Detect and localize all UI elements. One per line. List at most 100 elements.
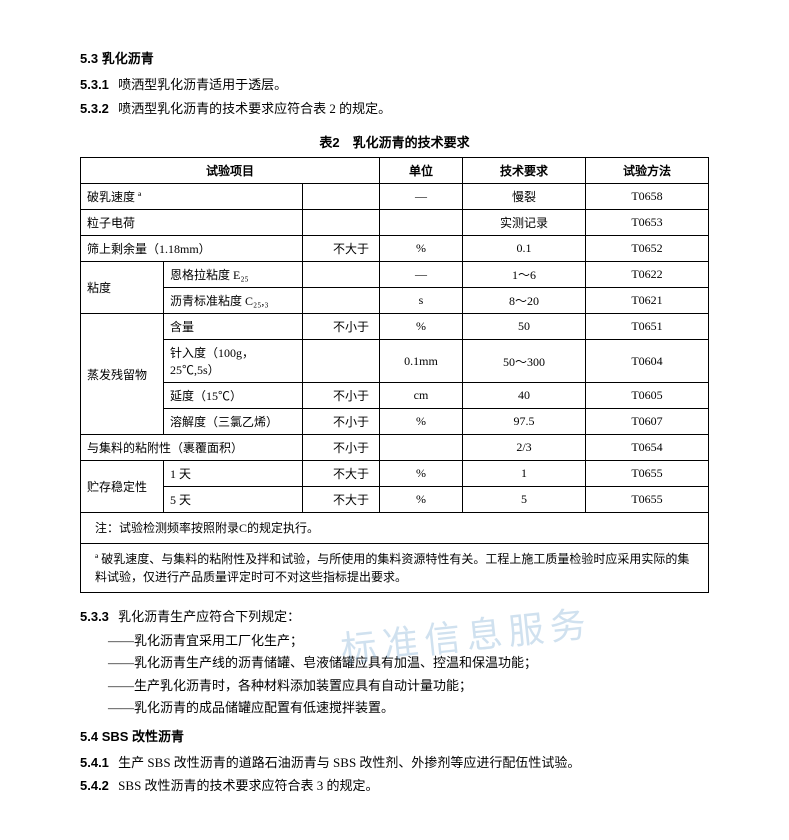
table2: 试验项目 单位 技术要求 试验方法 破乳速度 ª — 慢裂 T0658 粒子电荷… — [80, 157, 709, 593]
cell-qual: 不大于 — [303, 487, 380, 513]
section-5-3-heading: 5.3 乳化沥青 — [80, 48, 709, 67]
table-note2: ª 破乳速度、与集料的粘附性及拌和试验，与所使用的集料资源特性有关。工程上施工质… — [81, 544, 709, 593]
list-item: ——乳化沥青生产线的沥青储罐、皂液储罐应具有加温、控温和保温功能； — [108, 653, 709, 673]
clause-num: 5.3.2 — [80, 101, 109, 116]
section-title: 乳化沥青 — [102, 51, 154, 66]
col-item: 试验项目 — [81, 158, 380, 184]
cell-method: T0658 — [586, 184, 709, 210]
table-note-row: ª 破乳速度、与集料的粘附性及拌和试验，与所使用的集料资源特性有关。工程上施工质… — [81, 544, 709, 593]
clause-num: 5.4.2 — [80, 778, 109, 793]
cell-req: 慢裂 — [463, 184, 586, 210]
table-note1: 注：试验检测频率按照附录C的规定执行。 — [81, 513, 709, 544]
clause-text: SBS 改性沥青的技术要求应符合表 3 的规定。 — [118, 778, 378, 793]
table-row: 破乳速度 ª — 慢裂 T0658 — [81, 184, 709, 210]
list-item: ——生产乳化沥青时，各种材料添加装置应具有自动计量功能； — [108, 676, 709, 696]
cell-req: 97.5 — [463, 409, 586, 435]
cell-group: 粘度 — [81, 262, 164, 314]
cell-unit: % — [380, 314, 463, 340]
page-container: { "sections": { "s53": { "num": "5.3", "… — [80, 48, 709, 796]
cell-method: T0653 — [586, 210, 709, 236]
cell-req: 50 — [463, 314, 586, 340]
table-row: 粒子电荷 实测记录 T0653 — [81, 210, 709, 236]
cell-unit: cm — [380, 383, 463, 409]
para-5-3-1: 5.3.1 喷洒型乳化沥青适用于透层。 — [80, 75, 709, 95]
cell-qual: 不大于 — [303, 236, 380, 262]
cell-item: 沥青标准粘度 C₂₅,₃ — [164, 288, 303, 314]
section-num: 5.3 — [80, 51, 98, 66]
para-5-4-2: 5.4.2 SBS 改性沥青的技术要求应符合表 3 的规定。 — [80, 776, 709, 796]
cell-item: 粒子电荷 — [81, 210, 303, 236]
cell-unit: % — [380, 487, 463, 513]
cell-method: T0655 — [586, 461, 709, 487]
list-item: ——乳化沥青宜采用工厂化生产； — [108, 631, 709, 651]
section-5-4-heading: 5.4 SBS 改性沥青 — [80, 726, 709, 745]
cell-qual: 不小于 — [303, 383, 380, 409]
cell-unit — [380, 210, 463, 236]
cell-method: T0622 — [586, 262, 709, 288]
cell-item: 筛上剩余量（1.18mm） — [81, 236, 303, 262]
cell-req: 50～300 — [463, 340, 586, 383]
clause-num: 5.3.1 — [80, 77, 109, 92]
clause-text: 喷洒型乳化沥青适用于透层。 — [118, 77, 287, 92]
cell-qual: 不大于 — [303, 461, 380, 487]
cell-method: T0651 — [586, 314, 709, 340]
table-row: 与集料的粘附性（裹覆面积） 不小于 2/3 T0654 — [81, 435, 709, 461]
table-header-row: 试验项目 单位 技术要求 试验方法 — [81, 158, 709, 184]
table2-caption: 表2 乳化沥青的技术要求 — [80, 132, 709, 151]
cell-group: 蒸发残留物 — [81, 314, 164, 435]
cell-method: T0605 — [586, 383, 709, 409]
cell-unit — [380, 435, 463, 461]
para-5-4-1: 5.4.1 生产 SBS 改性沥青的道路石油沥青与 SBS 改性剂、外掺剂等应进… — [80, 753, 709, 773]
cell-item: 1 天 — [164, 461, 303, 487]
col-req: 技术要求 — [463, 158, 586, 184]
cell-req: 1～6 — [463, 262, 586, 288]
table-row: 5 天 不大于 % 5 T0655 — [81, 487, 709, 513]
cell-item: 针入度（100g，25℃,5s） — [164, 340, 303, 383]
cell-item: 5 天 — [164, 487, 303, 513]
cell-req: 实测记录 — [463, 210, 586, 236]
para-5-3-2: 5.3.2 喷洒型乳化沥青的技术要求应符合表 2 的规定。 — [80, 99, 709, 119]
cell-qual: 不小于 — [303, 409, 380, 435]
table-note-row: 注：试验检测频率按照附录C的规定执行。 — [81, 513, 709, 544]
cell-req: 1 — [463, 461, 586, 487]
table-row: 粘度 恩格拉粘度 E₂₅ — 1～6 T0622 — [81, 262, 709, 288]
cell-qual — [303, 184, 380, 210]
cell-req: 40 — [463, 383, 586, 409]
cell-item: 与集料的粘附性（裹覆面积） — [81, 435, 303, 461]
cell-qual — [303, 340, 380, 383]
cell-unit: — — [380, 184, 463, 210]
cell-unit: % — [380, 236, 463, 262]
table-row: 蒸发残留物 含量 不小于 % 50 T0651 — [81, 314, 709, 340]
cell-method: T0655 — [586, 487, 709, 513]
section-num: 5.4 — [80, 729, 98, 744]
clause-text: 生产 SBS 改性沥青的道路石油沥青与 SBS 改性剂、外掺剂等应进行配伍性试验… — [118, 755, 580, 770]
table-row: 溶解度（三氯乙烯） 不小于 % 97.5 T0607 — [81, 409, 709, 435]
cell-item: 破乳速度 ª — [81, 184, 303, 210]
para-5-3-3: 5.3.3 乳化沥青生产应符合下列规定： — [80, 607, 709, 627]
cell-method: T0652 — [586, 236, 709, 262]
cell-group: 贮存稳定性 — [81, 461, 164, 513]
cell-item: 溶解度（三氯乙烯） — [164, 409, 303, 435]
cell-qual: 不小于 — [303, 314, 380, 340]
cell-qual — [303, 262, 380, 288]
table-row: 贮存稳定性 1 天 不大于 % 1 T0655 — [81, 461, 709, 487]
cell-unit: % — [380, 409, 463, 435]
clause-text: 喷洒型乳化沥青的技术要求应符合表 2 的规定。 — [118, 101, 391, 116]
cell-item: 延度（15℃） — [164, 383, 303, 409]
cell-unit: 0.1mm — [380, 340, 463, 383]
clause-num: 5.4.1 — [80, 755, 109, 770]
col-method: 试验方法 — [586, 158, 709, 184]
cell-unit: % — [380, 461, 463, 487]
cell-req: 2/3 — [463, 435, 586, 461]
col-unit: 单位 — [380, 158, 463, 184]
cell-item: 恩格拉粘度 E₂₅ — [164, 262, 303, 288]
cell-qual — [303, 210, 380, 236]
table-row: 延度（15℃） 不小于 cm 40 T0605 — [81, 383, 709, 409]
cell-method: T0604 — [586, 340, 709, 383]
cell-req: 5 — [463, 487, 586, 513]
cell-unit: — — [380, 262, 463, 288]
clause-num: 5.3.3 — [80, 609, 109, 624]
cell-req: 0.1 — [463, 236, 586, 262]
table-row: 针入度（100g，25℃,5s） 0.1mm 50～300 T0604 — [81, 340, 709, 383]
cell-req: 8～20 — [463, 288, 586, 314]
